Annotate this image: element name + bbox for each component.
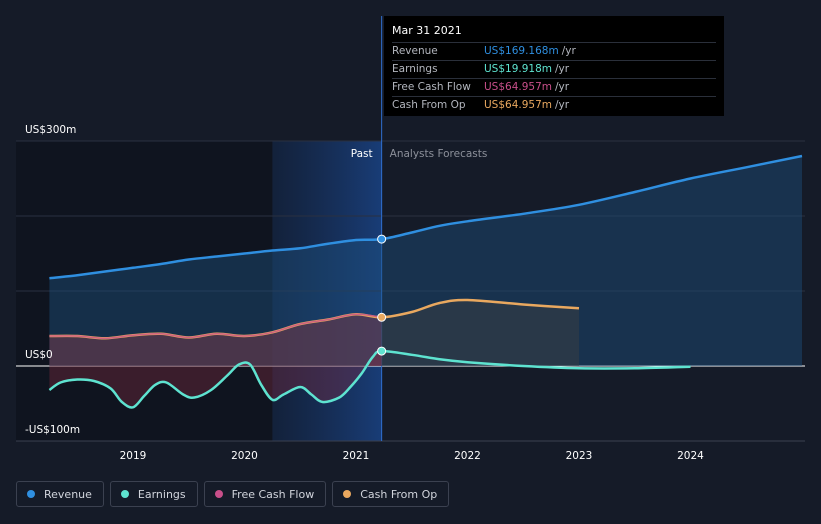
tooltip-label: Earnings: [392, 63, 438, 75]
tooltip-unit: /yr: [555, 63, 570, 75]
forecast-label: Analysts Forecasts: [390, 148, 488, 160]
x-tick-label: 2022: [454, 450, 481, 462]
tooltip-value: US$19.918m: [484, 63, 552, 75]
tooltip-value: US$64.957m: [484, 81, 552, 93]
y-tick-label: US$0: [25, 349, 53, 361]
legend-label: Earnings: [137, 487, 186, 501]
tooltip-row-free-cash-flow: Free Cash Flow US$64.957m /yr: [392, 78, 716, 96]
y-tick-label: US$300m: [25, 124, 76, 136]
legend-dot-icon: [343, 490, 352, 498]
free-cash-flow-area: [49, 314, 382, 366]
revenue-line: [49, 154, 803, 280]
tooltip-label: Free Cash Flow: [392, 81, 471, 93]
tooltip-row-revenue: Revenue US$169.168m /yr: [392, 42, 716, 60]
tooltip-value: US$169.168m: [484, 45, 559, 57]
legend-item-free-cash-flow[interactable]: Free Cash Flow: [203, 481, 327, 507]
tooltip-row-earnings: Earnings US$19.918m /yr: [392, 60, 716, 78]
legend-item-revenue[interactable]: Revenue: [16, 481, 104, 507]
tooltip-unit: /yr: [555, 99, 570, 111]
revenue-area: [49, 156, 802, 366]
x-tick-label: 2024: [677, 450, 704, 462]
legend-item-earnings[interactable]: Earnings: [109, 481, 198, 507]
x-tick-label: 2020: [231, 450, 258, 462]
tooltip: Mar 31 2021 Revenue US$169.168m /yr Earn…: [384, 16, 724, 116]
earnings-area: [49, 351, 382, 408]
legend: Revenue Earnings Free Cash Flow Cash Fro…: [16, 481, 450, 507]
cash-from-op-area: [49, 299, 579, 366]
x-tick-label: 2021: [343, 450, 370, 462]
past-label: Past: [351, 148, 373, 160]
tooltip-unit: /yr: [555, 81, 570, 93]
tooltip-row-cash-from-op: Cash From Op US$64.957m /yr: [392, 96, 716, 114]
tooltip-value: US$64.957m: [484, 99, 552, 111]
earnings-line: [48, 349, 691, 409]
legend-label: Cash From Op: [360, 487, 438, 501]
tooltip-label: Revenue: [392, 45, 438, 57]
tooltip-label: Cash From Op: [392, 99, 466, 111]
marker-revenue: [377, 234, 387, 244]
marker-earnings: [377, 346, 387, 356]
legend-dot-icon: [27, 490, 35, 498]
marker-cash-from-op: [377, 312, 387, 322]
free-cash-flow-line: [49, 313, 382, 340]
legend-item-cash-from-op[interactable]: Cash From Op: [332, 481, 450, 507]
legend-dot-icon: [214, 490, 223, 498]
y-tick-label: -US$100m: [25, 424, 80, 436]
x-tick-label: 2023: [566, 450, 593, 462]
tooltip-unit: /yr: [561, 45, 576, 57]
chart-canvas: US$300m US$0 -US$100m 2019 2020 2021 2022 2023 2…: [16, 16, 805, 462]
tooltip-date: Mar 31 2021: [392, 24, 462, 37]
x-tick-label: 2019: [120, 450, 147, 462]
legend-label: Free Cash Flow: [231, 487, 315, 501]
legend-label: Revenue: [44, 487, 92, 501]
legend-dot-icon: [120, 490, 129, 498]
